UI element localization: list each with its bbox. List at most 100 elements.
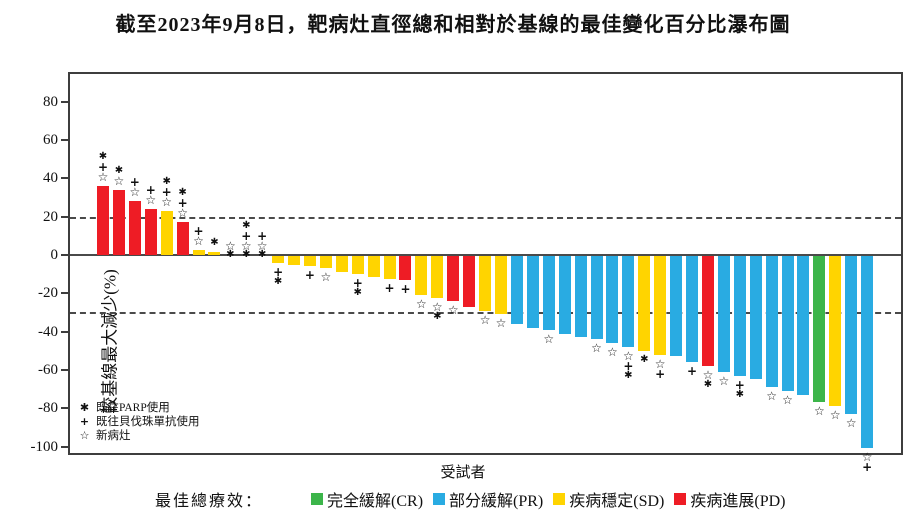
- parp-marker-icon: ✱: [242, 220, 251, 231]
- bev-legend-icon: +: [79, 415, 90, 428]
- legend-item-sd: 疾病穩定(SD): [553, 487, 664, 511]
- bar-marker-stack: ☆: [838, 417, 864, 429]
- bar: [128, 201, 141, 255]
- new-marker-icon: ☆: [447, 302, 459, 317]
- bev-marker-icon: +: [400, 281, 411, 296]
- bar: [558, 256, 571, 334]
- y-tick-label: 60: [43, 132, 58, 149]
- new-marker-icon: ☆: [224, 239, 236, 253]
- bev-marker-icon: +: [177, 196, 188, 211]
- new-marker-icon: ☆: [416, 297, 427, 312]
- bar: [447, 256, 460, 301]
- legend-swatch-cr: [311, 493, 324, 505]
- marker-legend-label: 新病灶: [96, 430, 131, 442]
- bar-marker-stack: ✱: [201, 238, 227, 248]
- bar-marker-stack: +: [392, 281, 418, 296]
- y-tick-mark: [61, 177, 68, 180]
- bar: [574, 256, 587, 338]
- y-tick-mark: [61, 445, 68, 448]
- y-tick-label: -60: [38, 361, 58, 378]
- bev-marker-icon: +: [734, 377, 745, 392]
- bar: [415, 256, 428, 296]
- bar-marker-stack: ☆: [313, 271, 339, 283]
- legend-label: 疾病穩定(SD): [569, 493, 665, 510]
- best-response-legend: 最佳總療效： 完全緩解(CR) 部分緩解(PR) 疾病穩定(SD) 疾病進展(PD): [155, 487, 796, 511]
- bar: [526, 256, 539, 328]
- bar: [813, 256, 826, 403]
- bar: [303, 256, 316, 267]
- bar-marker-stack: + ✱: [727, 377, 753, 400]
- y-tick-label: 80: [43, 93, 58, 110]
- bar: [765, 256, 778, 388]
- bar-marker-stack: ☆: [488, 317, 514, 329]
- chart-title: 截至2023年9月8日，靶病灶直徑總和相對於基線的最佳變化百分比瀑布圖: [115, 14, 791, 36]
- new-marker-icon: ☆: [622, 348, 634, 363]
- bar-marker-stack: + ✱: [345, 277, 371, 298]
- marker-legend-label: 既往PARP使用: [96, 402, 170, 414]
- legend-swatch-sd: [553, 493, 566, 505]
- marker-legend-label: 既往貝伐珠單抗使用: [96, 416, 200, 428]
- bar: [861, 256, 874, 449]
- parp-marker-icon: ✱: [433, 311, 442, 323]
- bar: [319, 256, 332, 269]
- bar-marker-stack: +: [679, 365, 705, 377]
- x-axis-label: 受試者: [440, 465, 486, 481]
- new-marker-icon: ☆: [97, 170, 109, 185]
- bar-marker-stack: + ☆: [249, 230, 275, 253]
- new-marker-icon: ☆: [129, 185, 141, 200]
- bar-marker-stack: ✱ + ☆: [90, 152, 116, 185]
- bar: [192, 250, 205, 255]
- bar: [335, 256, 348, 273]
- marker-legend: ✱ 既往PARP使用 + 既往貝伐珠單抗使用 ☆ 新病灶: [78, 401, 200, 443]
- bar: [272, 256, 285, 263]
- bar: [144, 209, 157, 255]
- bar-marker-stack: ☆ + ✱: [615, 348, 641, 381]
- bev-marker-icon: +: [273, 264, 284, 279]
- bar-marker-stack: ☆: [599, 346, 625, 358]
- legend-item-cr: 完全緩解(CR): [311, 487, 423, 511]
- parp-legend-icon: ✱: [79, 401, 90, 414]
- bar-marker-stack: ☆ +: [647, 358, 673, 380]
- bar-marker-stack: ☆: [759, 390, 785, 402]
- bar-marker-stack: ☆: [584, 341, 610, 356]
- bev-marker-icon: +: [145, 183, 156, 198]
- bar: [829, 256, 842, 407]
- new-marker-icon: ☆: [591, 341, 602, 356]
- parp-marker-icon: ✱: [114, 164, 124, 176]
- bar: [654, 256, 667, 355]
- new-marker-icon: ☆: [240, 239, 252, 253]
- parp-marker-icon: ✱: [735, 388, 744, 400]
- reference-line: [70, 216, 901, 219]
- marker-legend-row: ✱ 既往PARP使用: [78, 401, 200, 415]
- bar: [638, 256, 651, 351]
- bev-marker-icon: +: [623, 358, 634, 373]
- bar: [431, 256, 444, 299]
- bar: [622, 256, 635, 347]
- bar: [749, 256, 762, 380]
- new-legend-icon: ☆: [79, 429, 90, 442]
- y-tick-mark: [61, 368, 68, 371]
- bar: [733, 256, 746, 376]
- y-tick-mark: [61, 100, 68, 103]
- bar: [606, 256, 619, 344]
- bar: [701, 256, 714, 367]
- legend-label: 完全緩解(CR): [327, 493, 424, 510]
- new-marker-icon: ☆: [782, 392, 793, 407]
- legend-title: 最佳總療效：: [155, 493, 264, 510]
- bar-marker-stack: + ☆: [186, 225, 212, 247]
- bar-marker-stack: +: [377, 282, 403, 294]
- y-tick-mark: [61, 407, 68, 410]
- bar-marker-stack: ☆: [408, 297, 434, 312]
- y-tick-mark: [61, 215, 68, 218]
- legend-swatch-pr: [433, 493, 446, 505]
- bar-marker-stack: +: [297, 268, 323, 283]
- bar: [542, 256, 555, 330]
- y-tick-mark: [61, 292, 68, 295]
- parp-marker-icon: ✱: [162, 175, 171, 187]
- bar: [479, 256, 492, 311]
- parp-marker-icon: ✱: [257, 249, 267, 260]
- new-marker-icon: ☆: [256, 239, 268, 253]
- y-tick-mark: [61, 254, 68, 256]
- bev-marker-icon: +: [304, 268, 315, 283]
